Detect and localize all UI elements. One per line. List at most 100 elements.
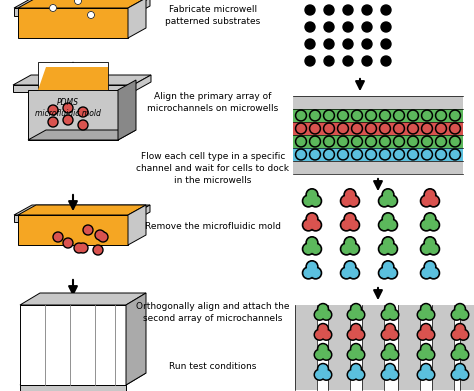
- Circle shape: [352, 110, 363, 121]
- Circle shape: [306, 213, 318, 225]
- Circle shape: [344, 261, 356, 273]
- Text: Remove the microfluidic mold: Remove the microfluidic mold: [145, 222, 281, 231]
- Circle shape: [340, 219, 352, 231]
- Polygon shape: [18, 215, 128, 245]
- Circle shape: [49, 118, 56, 126]
- Polygon shape: [126, 293, 146, 385]
- Circle shape: [367, 111, 375, 120]
- Circle shape: [310, 123, 320, 134]
- Circle shape: [342, 269, 351, 277]
- Circle shape: [322, 351, 330, 359]
- Circle shape: [337, 123, 348, 134]
- Circle shape: [386, 267, 398, 279]
- Circle shape: [75, 244, 82, 251]
- Circle shape: [349, 269, 358, 277]
- Circle shape: [352, 305, 360, 313]
- Circle shape: [314, 369, 325, 380]
- Circle shape: [321, 369, 332, 380]
- Circle shape: [310, 243, 321, 255]
- Circle shape: [340, 243, 352, 255]
- Circle shape: [324, 56, 334, 66]
- Circle shape: [302, 195, 314, 207]
- Circle shape: [295, 110, 307, 121]
- Circle shape: [382, 189, 394, 201]
- Circle shape: [381, 125, 389, 133]
- Polygon shape: [14, 215, 132, 222]
- Circle shape: [322, 311, 330, 319]
- Circle shape: [80, 244, 87, 251]
- Circle shape: [304, 269, 313, 277]
- Circle shape: [343, 5, 353, 15]
- Circle shape: [295, 136, 307, 147]
- Circle shape: [421, 123, 432, 134]
- Polygon shape: [18, 0, 146, 8]
- Circle shape: [344, 189, 356, 201]
- Circle shape: [393, 123, 404, 134]
- Circle shape: [408, 110, 419, 121]
- Circle shape: [356, 371, 363, 379]
- Circle shape: [343, 22, 353, 32]
- Circle shape: [384, 343, 395, 355]
- Circle shape: [420, 243, 432, 255]
- Circle shape: [449, 110, 461, 121]
- Circle shape: [423, 138, 431, 145]
- Text: Fabricate microwell
patterned substrates: Fabricate microwell patterned substrates: [165, 5, 261, 26]
- Circle shape: [63, 103, 73, 113]
- Circle shape: [353, 111, 361, 120]
- Circle shape: [386, 243, 398, 255]
- Circle shape: [424, 189, 436, 201]
- Circle shape: [456, 305, 464, 313]
- Circle shape: [380, 269, 389, 277]
- Bar: [398, 305, 420, 390]
- Circle shape: [63, 115, 73, 125]
- Circle shape: [325, 138, 333, 145]
- Circle shape: [342, 245, 351, 253]
- Circle shape: [380, 197, 389, 205]
- Circle shape: [325, 111, 333, 120]
- Circle shape: [423, 151, 431, 158]
- Bar: [293, 161, 463, 174]
- Circle shape: [393, 110, 404, 121]
- Circle shape: [386, 305, 394, 313]
- Circle shape: [451, 111, 459, 120]
- Circle shape: [342, 221, 351, 229]
- Circle shape: [350, 343, 362, 355]
- Circle shape: [422, 221, 431, 229]
- Circle shape: [339, 125, 347, 133]
- Circle shape: [350, 323, 362, 334]
- Circle shape: [353, 125, 361, 133]
- Circle shape: [381, 5, 391, 15]
- Circle shape: [451, 329, 462, 340]
- Circle shape: [323, 123, 335, 134]
- Circle shape: [417, 309, 428, 320]
- Circle shape: [420, 323, 431, 334]
- Circle shape: [49, 5, 56, 11]
- Circle shape: [380, 245, 389, 253]
- Circle shape: [451, 125, 459, 133]
- Circle shape: [349, 311, 356, 319]
- Polygon shape: [133, 75, 151, 92]
- Circle shape: [381, 151, 389, 158]
- Circle shape: [437, 125, 445, 133]
- Circle shape: [381, 329, 392, 340]
- Circle shape: [420, 267, 432, 279]
- Circle shape: [311, 245, 320, 253]
- Circle shape: [55, 233, 62, 240]
- Circle shape: [350, 303, 362, 314]
- Circle shape: [380, 149, 391, 160]
- Text: Flow each cell type in a specific
channel and wait for cells to dock
in the micr: Flow each cell type in a specific channe…: [137, 152, 290, 185]
- Circle shape: [417, 369, 428, 380]
- Circle shape: [389, 371, 397, 379]
- Circle shape: [423, 111, 431, 120]
- Polygon shape: [128, 0, 146, 38]
- Circle shape: [421, 110, 432, 121]
- Circle shape: [424, 261, 436, 273]
- Bar: [293, 109, 463, 122]
- Polygon shape: [20, 293, 146, 305]
- Circle shape: [311, 221, 320, 229]
- Circle shape: [95, 230, 105, 240]
- Polygon shape: [14, 205, 150, 215]
- Circle shape: [48, 117, 58, 127]
- Circle shape: [305, 5, 315, 15]
- Circle shape: [362, 56, 372, 66]
